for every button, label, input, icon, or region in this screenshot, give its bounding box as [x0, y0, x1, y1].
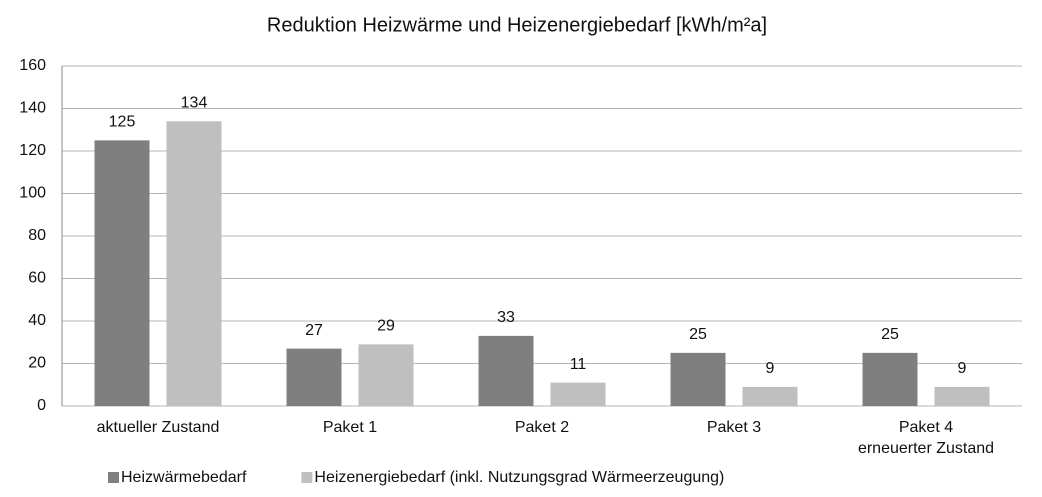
x-tick-label: Paket 4 erneuerter Zustand	[858, 419, 994, 457]
bar	[670, 352, 726, 406]
bar	[478, 335, 534, 406]
y-tick-label: 80	[28, 227, 46, 244]
bar	[358, 344, 414, 406]
chart-title: Reduktion Heizwärme und Heizenergiebedar…	[267, 14, 767, 36]
bar	[286, 348, 342, 406]
value-label: 29	[377, 318, 395, 335]
y-tick-label: 140	[19, 100, 46, 117]
y-tick-label: 20	[28, 355, 46, 372]
bar	[862, 352, 918, 406]
bar	[166, 121, 222, 406]
bar	[742, 386, 798, 406]
value-label: 134	[181, 94, 208, 111]
value-label: 25	[881, 326, 899, 343]
value-label: 11	[570, 356, 587, 373]
bar	[934, 386, 990, 406]
value-label: 125	[109, 114, 136, 131]
value-label: 9	[958, 360, 967, 377]
x-tick-label: aktueller Zustand	[97, 419, 220, 436]
y-tick-label: 60	[28, 270, 46, 287]
legend-label: Heizenergiebedarf (inkl. Nutzungsgrad Wä…	[314, 469, 724, 486]
y-tick-label: 0	[37, 397, 46, 414]
legend-swatch	[108, 472, 119, 483]
y-tick-label: 160	[19, 57, 46, 74]
y-tick-label: 120	[19, 142, 46, 159]
value-label: 25	[689, 326, 707, 343]
value-label: 9	[766, 360, 775, 377]
x-tick-label: Paket 1	[323, 419, 377, 436]
value-label: 33	[497, 309, 515, 326]
x-tick-label: Paket 3	[707, 419, 761, 436]
value-label: 27	[305, 322, 323, 339]
legend-swatch	[301, 472, 313, 483]
bar	[550, 382, 606, 406]
bar	[94, 140, 150, 406]
y-tick-label: 40	[28, 312, 46, 329]
y-tick-label: 100	[19, 185, 46, 202]
x-tick-label: Paket 2	[515, 419, 569, 436]
legend-label: Heizwärmebedarf	[121, 469, 247, 486]
